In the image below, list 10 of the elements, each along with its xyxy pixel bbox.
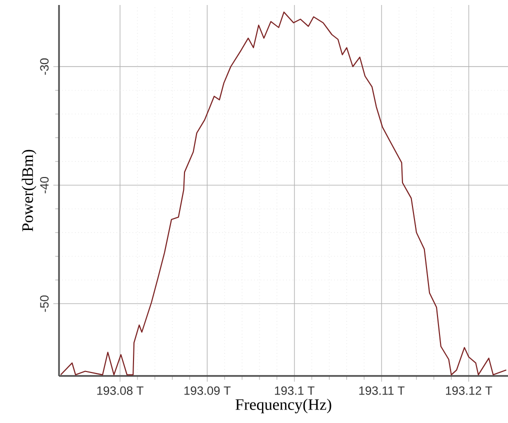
y-tick-label: -30 — [40, 58, 49, 75]
y-axis-title: Power(dBm) — [22, 150, 36, 232]
x-tick-label: 193.12 T — [446, 386, 492, 395]
y-tick-label: -50 — [40, 295, 49, 312]
x-tick-label: 193.11 T — [359, 386, 405, 395]
x-axis-title: Frequency(Hz) — [236, 398, 332, 414]
x-tick-label: 193.09 T — [184, 386, 231, 395]
y-tick-label: -40 — [40, 176, 49, 194]
x-tick-label: 193.08 T — [97, 386, 144, 395]
x-tick-label: 193.1 T — [274, 386, 314, 395]
